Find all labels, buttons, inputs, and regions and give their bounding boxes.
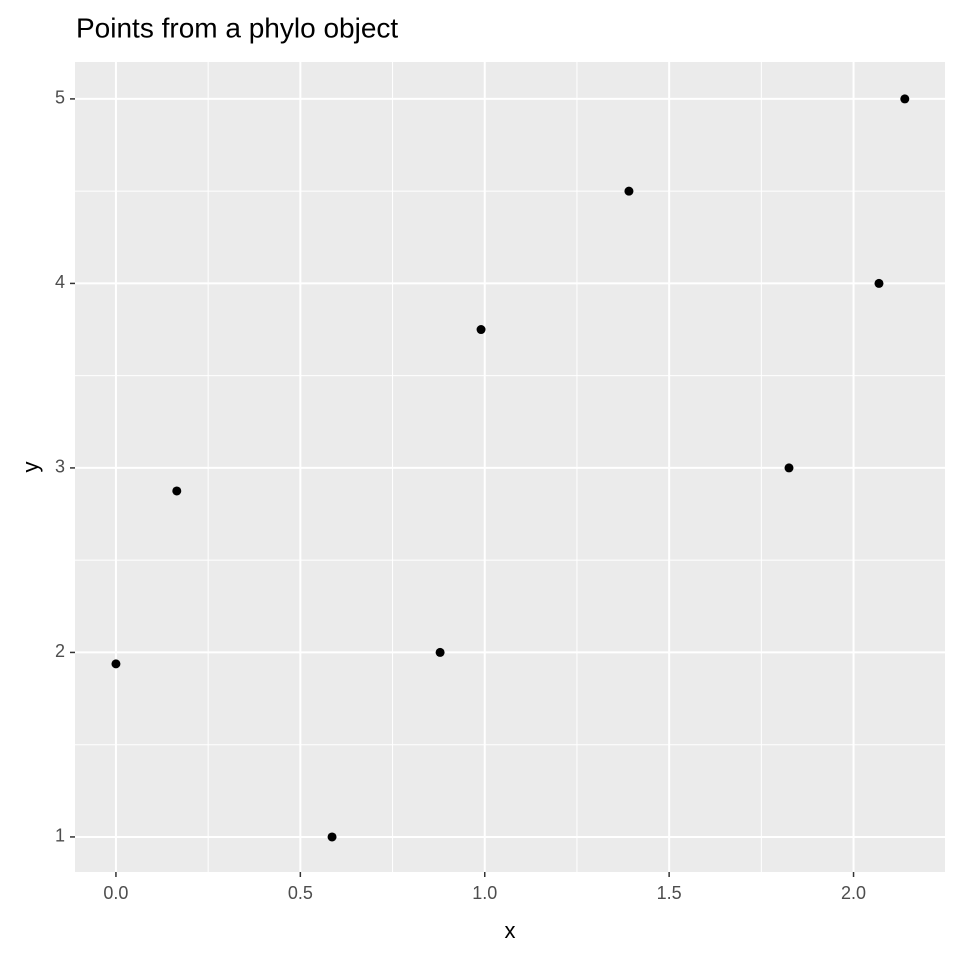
y-tick-label: 5: [55, 88, 65, 108]
y-tick-label: 1: [55, 826, 65, 846]
point: [624, 186, 634, 196]
point: [476, 325, 486, 335]
x-tick-label: 2.0: [841, 883, 866, 903]
point: [435, 647, 445, 657]
point: [784, 463, 794, 473]
x-tick-label: 1.5: [657, 883, 682, 903]
y-axis-label: y: [18, 462, 43, 473]
chart-title: Points from a phylo object: [76, 12, 398, 43]
x-tick-label: 0.0: [103, 883, 128, 903]
point: [111, 659, 121, 669]
x-tick-label: 0.5: [288, 883, 313, 903]
point: [327, 832, 337, 842]
y-tick-label: 4: [55, 272, 65, 292]
point: [172, 486, 182, 496]
x-tick-label: 1.0: [472, 883, 497, 903]
x-axis-label: x: [505, 918, 516, 943]
y-tick-label: 2: [55, 641, 65, 661]
point: [874, 278, 884, 288]
y-tick-label: 3: [55, 457, 65, 477]
point: [900, 94, 910, 104]
